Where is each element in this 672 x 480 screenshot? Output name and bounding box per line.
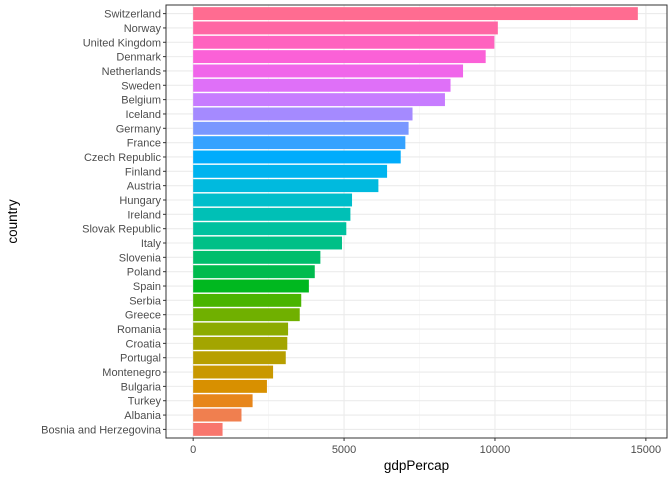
y-tick-label: Finland	[125, 166, 161, 178]
y-tick-label: Bulgaria	[121, 381, 162, 393]
y-tick-label: Sweden	[121, 80, 161, 92]
y-tick-label: United Kingdom	[83, 37, 161, 49]
y-tick-label: Hungary	[119, 195, 161, 207]
bar	[193, 164, 388, 178]
y-tick-label: Belgium	[121, 95, 161, 107]
y-tick-label: Ireland	[127, 209, 161, 221]
y-tick-label: Germany	[116, 123, 162, 135]
bar	[193, 351, 286, 365]
bar	[193, 136, 406, 150]
x-tick-label: 5000	[332, 444, 356, 456]
bar	[193, 394, 253, 408]
y-tick-label: Bosnia and Herzegovina	[41, 424, 162, 436]
bar	[193, 179, 379, 193]
y-tick-label: Serbia	[129, 295, 162, 307]
y-tick-label: Greece	[125, 310, 161, 322]
y-tick-label: Denmark	[116, 52, 161, 64]
y-tick-label: France	[127, 138, 161, 150]
y-tick-label: Albania	[124, 410, 162, 422]
y-tick-label: Italy	[141, 238, 162, 250]
y-tick-label: Netherlands	[102, 66, 162, 78]
y-tick-label: Montenegro	[102, 367, 161, 379]
y-axis-title: country	[5, 199, 20, 244]
bar	[193, 64, 464, 78]
y-tick-label: Slovenia	[119, 252, 162, 264]
y-tick-label: Portugal	[120, 353, 161, 365]
bar	[193, 408, 242, 422]
y-tick-label: Czech Republic	[84, 152, 162, 164]
y-tick-label: Slovak Republic	[82, 224, 161, 236]
bar	[193, 21, 498, 35]
x-axis-title: gdpPercap	[384, 458, 449, 473]
bar	[193, 293, 302, 307]
y-tick-label: Turkey	[128, 396, 162, 408]
x-tick-label: 0	[190, 444, 196, 456]
bar	[193, 193, 353, 207]
bar	[193, 236, 342, 250]
plot-border	[165, 4, 668, 439]
y-tick-label: Croatia	[126, 338, 162, 350]
y-tick-label: Spain	[133, 281, 161, 293]
bar	[193, 7, 638, 21]
bar	[193, 250, 321, 264]
bar	[193, 50, 486, 64]
bar	[193, 207, 351, 221]
bar	[193, 279, 309, 293]
bar	[193, 322, 289, 336]
bar	[193, 379, 267, 393]
bar	[193, 336, 288, 350]
bar	[193, 121, 409, 135]
bar	[193, 107, 413, 121]
y-tick-label: Switzerland	[104, 9, 161, 21]
bar	[193, 265, 315, 279]
grid-lines	[166, 5, 667, 441]
y-tick-label: Norway	[124, 23, 162, 35]
bar	[193, 422, 223, 436]
bar	[193, 93, 445, 107]
y-tick-labels: Bosnia and Herzegovina Albania Turkey Bulga…	[41, 9, 166, 436]
y-tick-label: Iceland	[126, 109, 161, 121]
bar	[193, 35, 495, 49]
y-tick-label: Romania	[117, 324, 162, 336]
x-tick-label: 10000	[480, 444, 511, 456]
bar	[193, 308, 300, 322]
bar	[193, 365, 274, 379]
bar	[193, 78, 451, 92]
y-tick-label: Poland	[127, 267, 161, 279]
x-tick-label: 15000	[631, 444, 662, 456]
bars	[193, 7, 638, 436]
x-tick-labels: 0 5000 10000 15000	[190, 444, 661, 456]
y-tick-label: Austria	[127, 181, 162, 193]
bar	[193, 150, 401, 164]
bar	[193, 222, 347, 236]
